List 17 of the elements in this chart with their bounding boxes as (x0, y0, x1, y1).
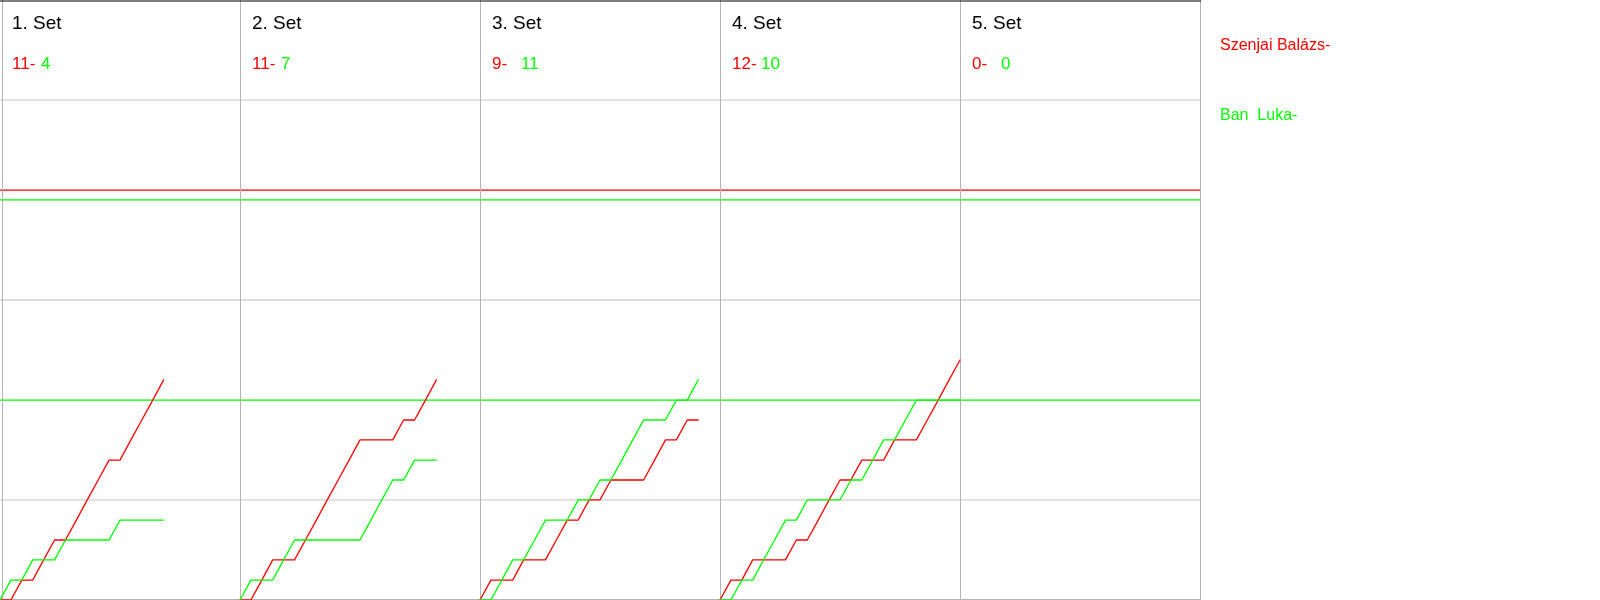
text: 0 (1001, 54, 1011, 73)
text: 11 (521, 54, 539, 73)
text: 12- (732, 54, 757, 73)
text: 10 (761, 54, 780, 73)
text: 3. Set (492, 12, 543, 33)
text: 2. Set (252, 12, 303, 33)
text: 9- (492, 54, 508, 73)
text: Szenjai Balázs- (1220, 36, 1331, 53)
text: 4 (41, 54, 51, 73)
text: 1. Set (12, 12, 63, 33)
text: 7 (281, 54, 291, 73)
text: 11- (12, 54, 36, 73)
text: 4. Set (732, 12, 783, 33)
text: 5. Set (972, 12, 1023, 33)
text: 11- (252, 54, 276, 73)
text: Ban Luka- (1220, 106, 1298, 123)
text: 0- (972, 54, 988, 73)
